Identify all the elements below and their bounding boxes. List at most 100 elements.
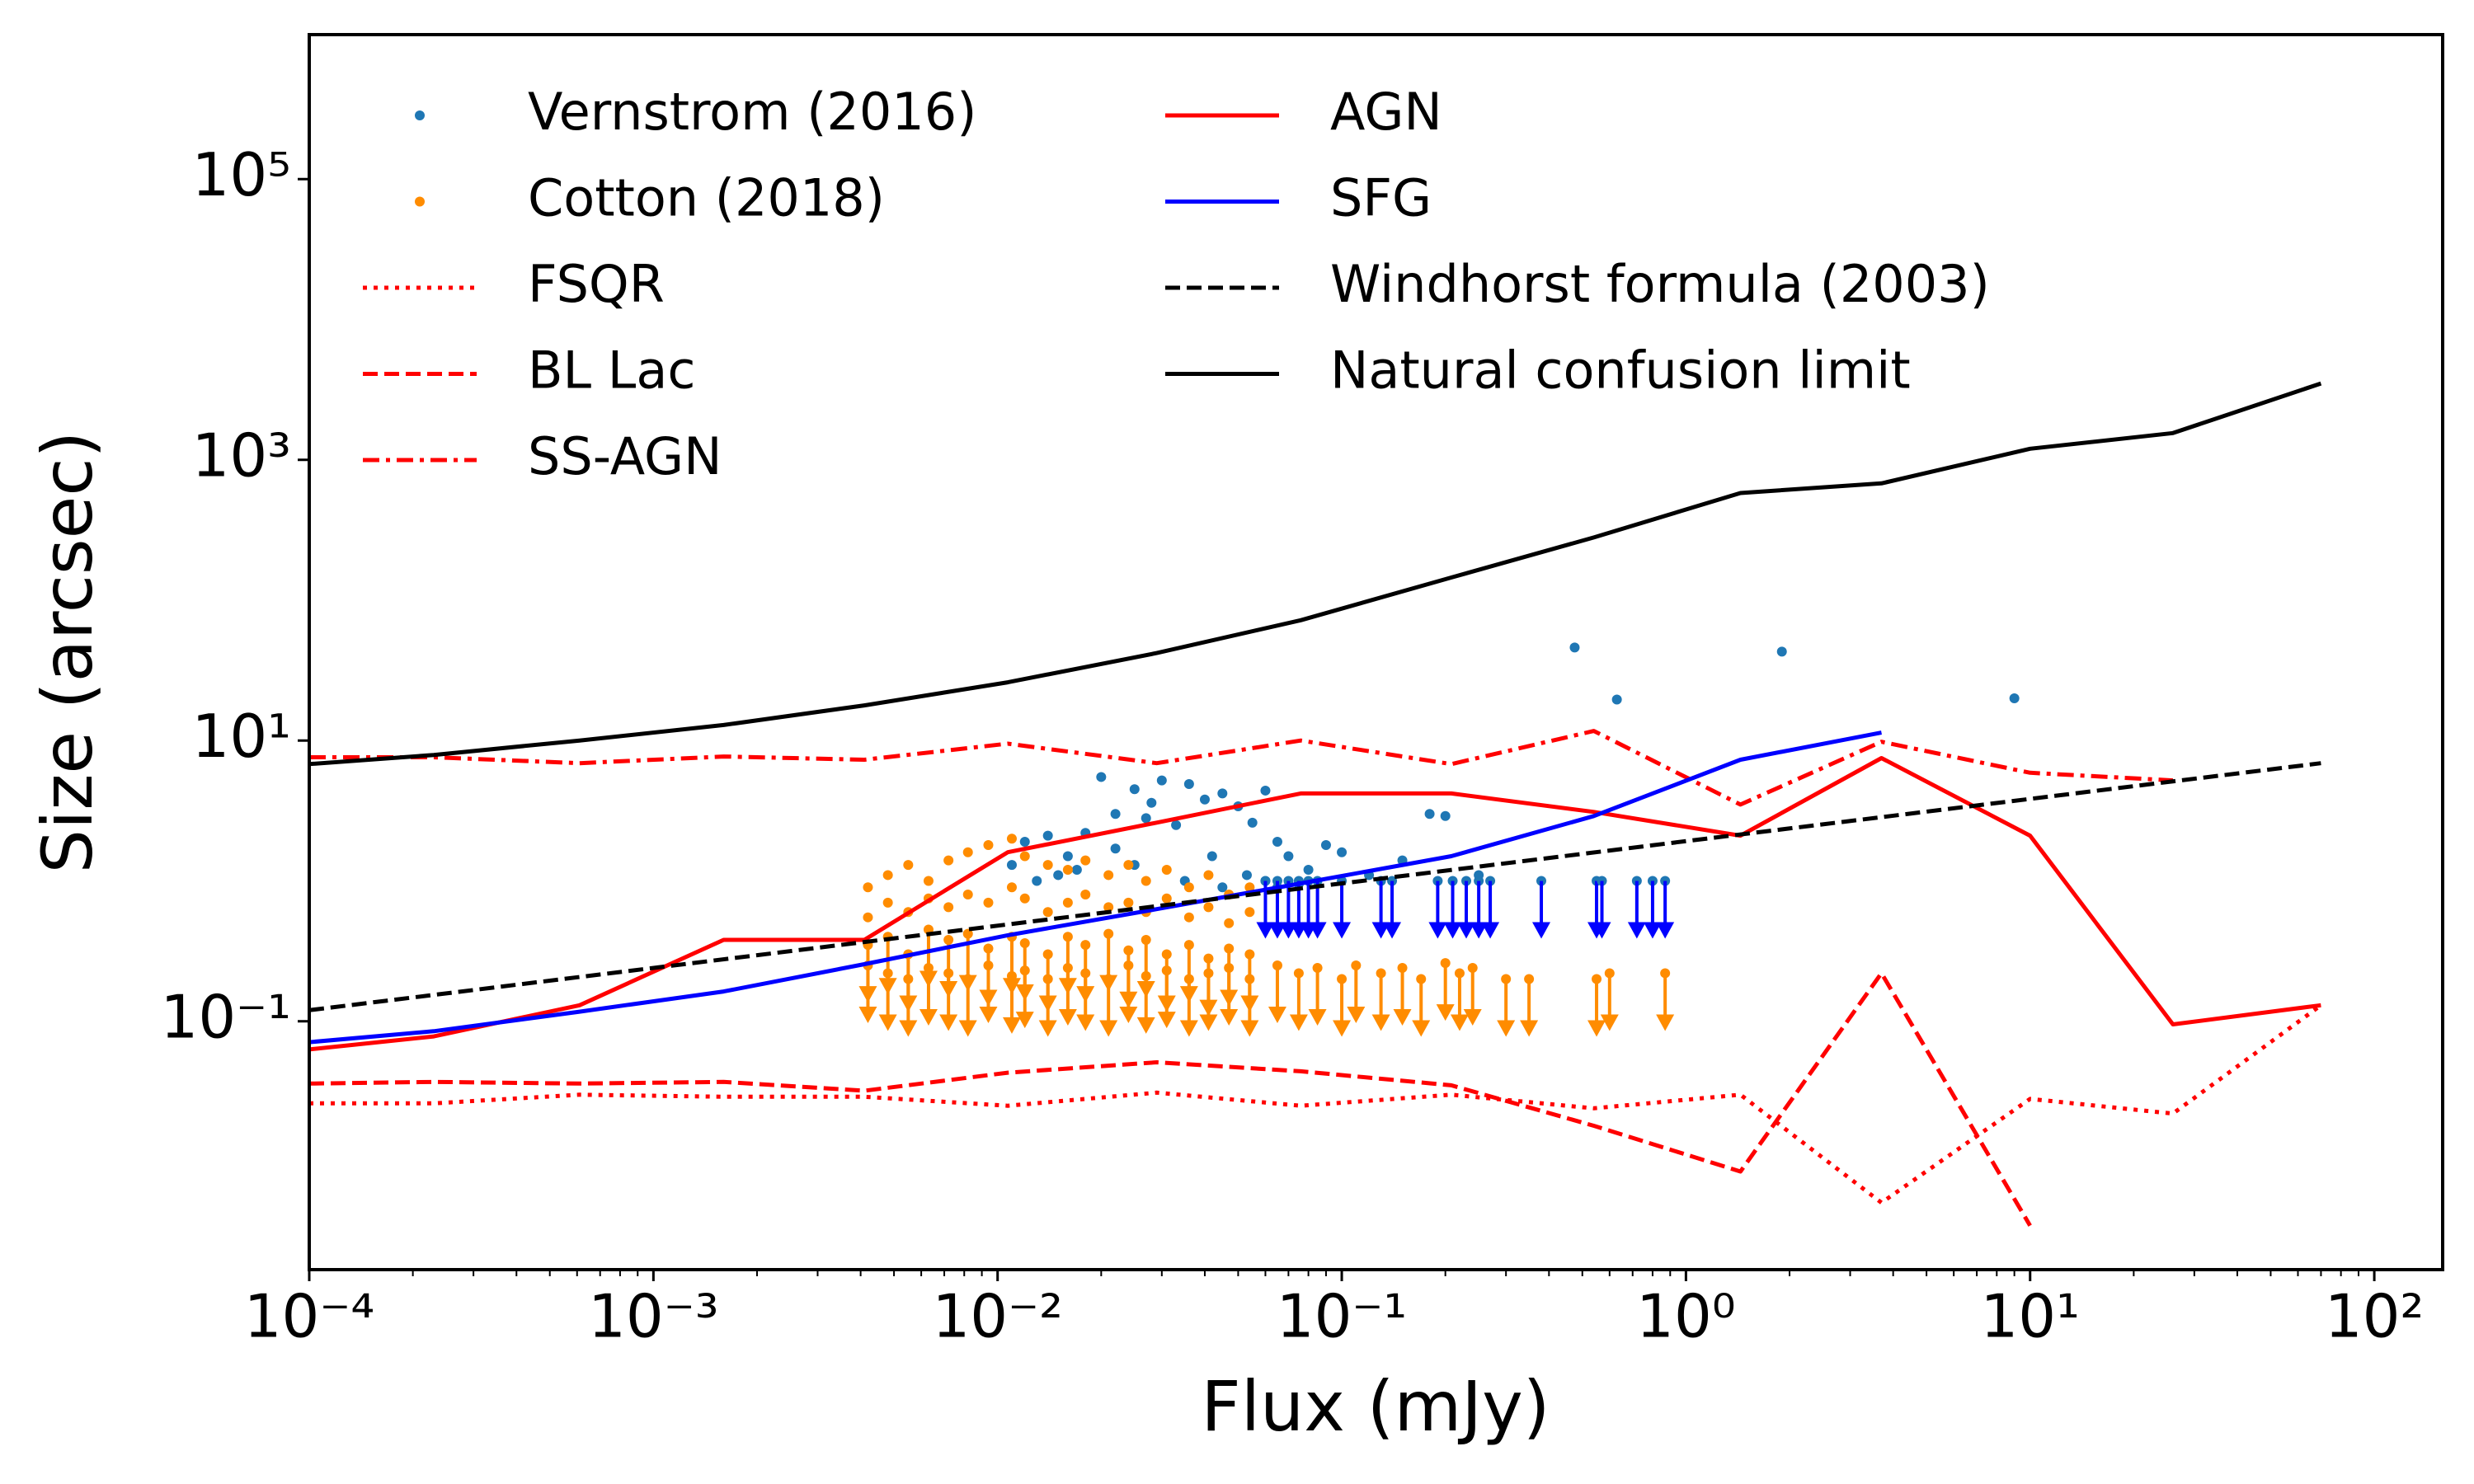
scatter-point xyxy=(882,870,893,881)
scatter-point xyxy=(1203,870,1214,881)
upper-limit-arrowhead xyxy=(1457,922,1476,939)
legend-label: Natural confusion limit xyxy=(1330,340,1911,401)
scatter-point xyxy=(1103,870,1114,881)
scatter-point xyxy=(1244,907,1255,918)
scatter-point xyxy=(1141,876,1151,886)
x-tick-label: 10⁻³ xyxy=(588,1282,718,1351)
scatter-point xyxy=(1019,893,1030,904)
legend-label: BL Lac xyxy=(528,340,695,401)
scatter-point xyxy=(1611,694,1622,705)
scatter-point xyxy=(1156,775,1167,786)
upper-limit-arrowhead xyxy=(1136,1017,1155,1034)
scatter-point xyxy=(1080,855,1091,866)
y-tick-label: 10³ xyxy=(192,420,291,490)
upper-limit-arrowhead xyxy=(1497,1020,1516,1037)
upper-limit-arrowhead xyxy=(1470,922,1489,939)
scatter-point xyxy=(1042,860,1053,871)
upper-limit-arrowhead xyxy=(1436,1004,1455,1021)
upper-limit-arrowhead xyxy=(1076,1014,1095,1031)
legend-label: SS-AGN xyxy=(528,426,722,486)
scatter-point xyxy=(1337,847,1348,857)
scatter-point xyxy=(1053,870,1064,881)
legend-label: Cotton (2018) xyxy=(528,168,885,228)
scatter-point xyxy=(1161,893,1172,904)
upper-limit-arrowhead xyxy=(1481,922,1500,939)
scatter-point xyxy=(1129,784,1140,795)
upper-limit-arrowhead xyxy=(1308,922,1327,939)
upper-limit-arrowhead xyxy=(1099,1020,1118,1037)
x-tick-label: 10⁻² xyxy=(932,1282,1062,1351)
series-line xyxy=(309,1003,2322,1205)
scatter-point xyxy=(1103,902,1114,913)
scatter-point xyxy=(962,847,973,857)
y-axis-label: Size (arcsec) xyxy=(27,431,108,874)
upper-limit-arrowhead xyxy=(1428,922,1447,939)
scatter-point xyxy=(1062,897,1073,908)
upper-limit-arrowhead xyxy=(1199,1014,1218,1031)
upper-limit-arrowhead xyxy=(979,1006,998,1023)
upper-limit-arrowhead xyxy=(1333,922,1352,939)
upper-limit-arrowhead xyxy=(899,1020,918,1037)
upper-limit-arrowhead xyxy=(1256,922,1275,939)
upper-limit-arrowhead xyxy=(1371,1014,1390,1031)
series-line xyxy=(309,729,2174,807)
scatter-point xyxy=(1183,778,1194,789)
legend-label: AGN xyxy=(1330,82,1442,142)
scatter-point xyxy=(1006,834,1017,844)
upper-limit-arrowhead xyxy=(1592,922,1611,939)
scatter-point xyxy=(1019,837,1030,848)
scatter-point xyxy=(1161,865,1172,876)
legend-label: FSQR xyxy=(528,254,665,314)
upper-limit-arrowhead xyxy=(1347,1006,1366,1023)
scatter-point xyxy=(1303,865,1314,876)
scatter-point xyxy=(1244,882,1255,893)
upper-limit-arrowhead xyxy=(1450,1014,1469,1031)
scatter-point xyxy=(1042,907,1053,918)
x-tick-label: 10⁰ xyxy=(1636,1282,1735,1351)
upper-limit-arrowhead xyxy=(1656,1014,1675,1031)
legend-marker xyxy=(415,110,425,120)
upper-limit-arrowhead xyxy=(1520,1020,1539,1037)
scatter-point xyxy=(1141,813,1151,824)
x-axis-label: Flux (mJy) xyxy=(1201,1366,1550,1447)
upper-limit-arrowhead xyxy=(858,1006,877,1023)
scatter-point xyxy=(1217,882,1228,893)
legend-label: Windhorst formula (2003) xyxy=(1330,254,1990,314)
scatter-point xyxy=(882,897,893,908)
scatter-point xyxy=(1241,870,1252,881)
scatter-point xyxy=(1110,843,1121,854)
scatter-point xyxy=(943,855,954,866)
scatter-point xyxy=(1247,817,1258,828)
series-line xyxy=(309,756,2321,1052)
scatter-point xyxy=(863,912,873,923)
upper-limit-arrowhead xyxy=(1643,922,1662,939)
upper-limit-arrowhead xyxy=(1587,1020,1606,1037)
scatter-point xyxy=(943,902,954,913)
scatter-point xyxy=(1171,819,1182,830)
upper-limit-arrowhead xyxy=(1119,1006,1138,1023)
scatter-point xyxy=(1440,810,1451,821)
scatter-point xyxy=(1224,918,1235,928)
scatter-point xyxy=(983,897,994,908)
scatter-point xyxy=(1183,912,1194,923)
x-tick-label: 10⁻¹ xyxy=(1277,1282,1407,1351)
upper-limit-arrowhead xyxy=(1015,1012,1034,1029)
axes-frame xyxy=(308,33,2444,1271)
upper-limit-arrowhead xyxy=(1443,922,1462,939)
plot-area xyxy=(309,381,2322,1227)
upper-limit-arrowhead xyxy=(1393,1009,1412,1026)
scatter-point xyxy=(1062,851,1073,862)
upper-limit-arrowhead xyxy=(1289,1014,1308,1031)
series-line xyxy=(309,761,2321,1012)
upper-limit-arrowhead xyxy=(1532,922,1551,939)
scatter-point xyxy=(1006,860,1017,871)
scatter-point xyxy=(1260,785,1271,796)
scatter-point xyxy=(1203,902,1214,913)
upper-limit-arrowhead xyxy=(939,1014,958,1031)
legend-label: Vernstrom (2016) xyxy=(528,82,976,142)
y-tick-label: 10⁵ xyxy=(192,140,291,209)
scatter-point xyxy=(1183,882,1194,893)
y-tick-label: 10⁻¹ xyxy=(161,982,291,1051)
scatter-point xyxy=(1424,809,1435,819)
